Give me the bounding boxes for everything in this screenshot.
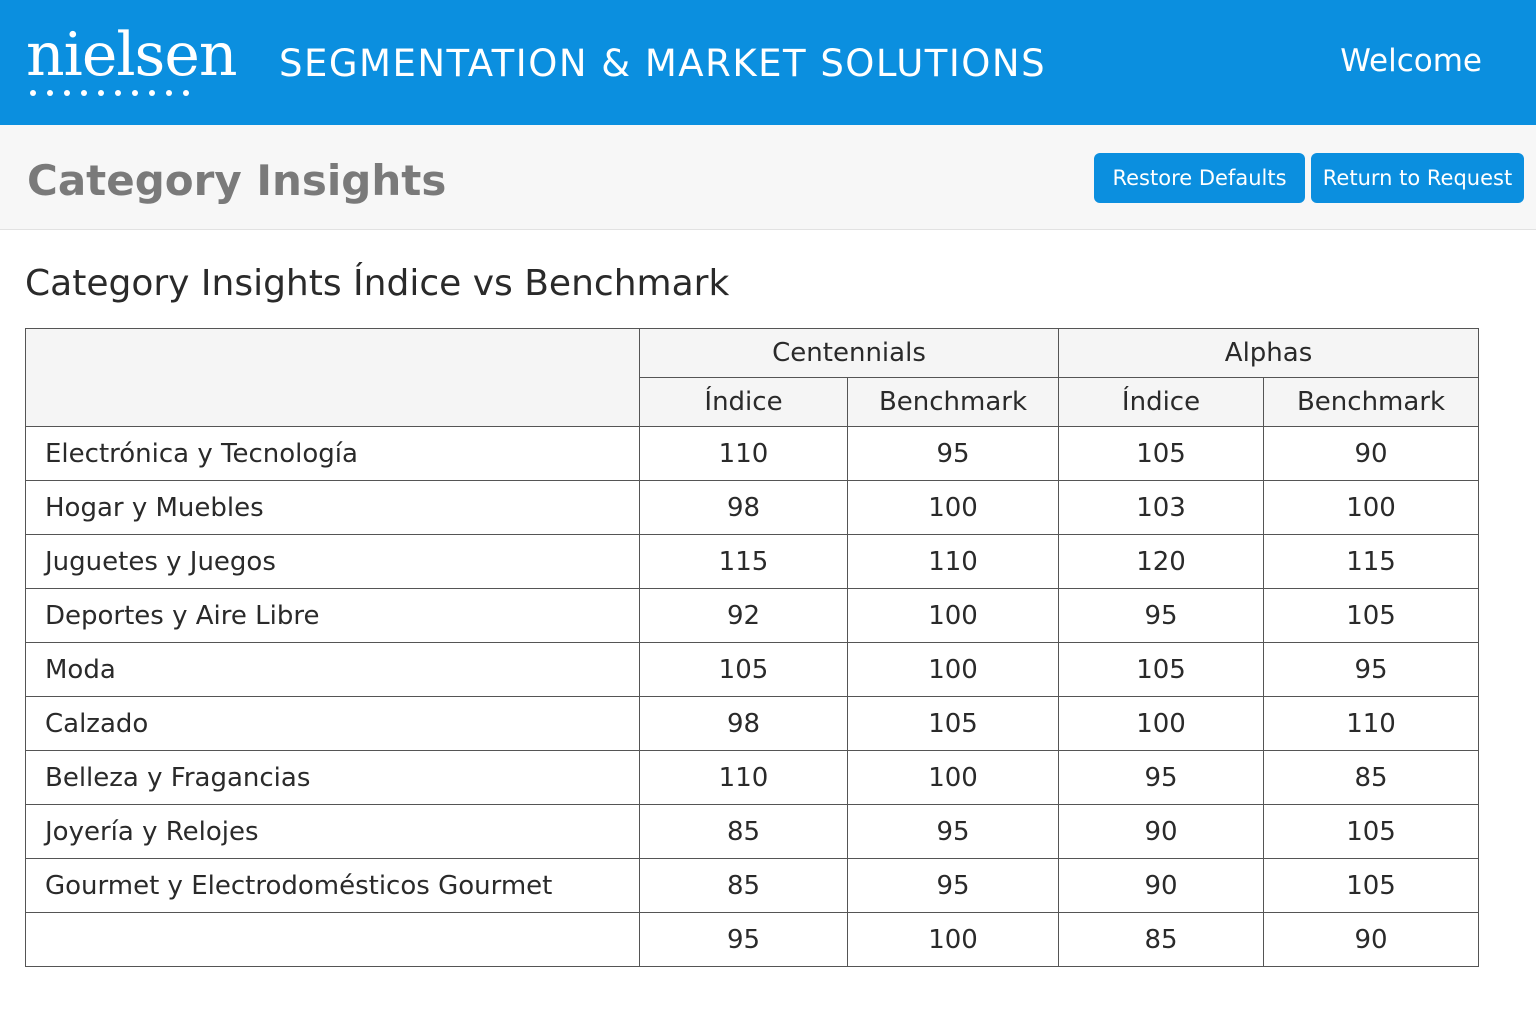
value-cell: 85 [639, 804, 848, 859]
value-cell: 90 [1263, 426, 1480, 481]
value-cell: 98 [639, 696, 848, 751]
category-insights-table: Centennials Alphas Índice Benchmark Índi… [25, 328, 1480, 967]
value-cell: 110 [846, 534, 1060, 589]
value-cell: 90 [1058, 804, 1265, 859]
value-cell: 85 [1058, 912, 1265, 967]
table-row: Calzado 98 105 100 110 [25, 696, 1480, 751]
value-cell: 85 [639, 858, 848, 913]
nielsen-logo[interactable]: nielsen [26, 22, 241, 102]
value-cell: 105 [846, 696, 1060, 751]
category-cell: Deportes y Aire Libre [25, 588, 640, 643]
table-row: Gourmet y Electrodomésticos Gourmet 85 9… [25, 858, 1480, 913]
value-cell: 105 [1263, 588, 1480, 643]
page-toolbar: Category Insights Restore Defaults Retur… [0, 125, 1536, 230]
value-cell: 100 [1058, 696, 1265, 751]
value-cell: 92 [639, 588, 848, 643]
group-header-alphas: Alphas [1058, 328, 1480, 378]
value-cell: 110 [1263, 696, 1480, 751]
app-title: SEGMENTATION & MARKET SOLUTIONS [279, 42, 1047, 85]
value-cell: 100 [1263, 480, 1480, 535]
value-cell: 103 [1058, 480, 1265, 535]
column-header-alphas-indice: Índice [1058, 377, 1265, 427]
group-header-centennials: Centennials [638, 328, 1060, 378]
top-header-bar: nielsen SEGMENTATION & MARKET SOLUTIONS … [0, 0, 1536, 125]
category-cell: Hogar y Muebles [25, 480, 640, 535]
value-cell: 90 [1263, 912, 1480, 967]
value-cell: 100 [846, 642, 1060, 697]
table-row: 95 100 85 90 [25, 912, 1480, 967]
table-row: Joyería y Relojes 85 95 90 105 [25, 804, 1480, 859]
category-cell: Joyería y Relojes [25, 804, 640, 859]
table-subheader-row: Índice Benchmark Índice Benchmark [26, 377, 1480, 427]
value-cell: 105 [1058, 426, 1265, 481]
table-row: Moda 105 100 105 95 [25, 642, 1480, 697]
value-cell: 95 [846, 804, 1060, 859]
category-cell: Moda [25, 642, 640, 697]
value-cell: 115 [1263, 534, 1480, 589]
column-header-centennials-benchmark: Benchmark [846, 377, 1060, 427]
value-cell: 98 [639, 480, 848, 535]
logo-wordmark: nielsen [26, 20, 237, 90]
value-cell: 100 [846, 588, 1060, 643]
table-row: Hogar y Muebles 98 100 103 100 [25, 480, 1480, 535]
section-title: Category Insights Índice vs Benchmark [25, 263, 730, 304]
value-cell: 120 [1058, 534, 1265, 589]
value-cell: 110 [639, 750, 848, 805]
table-group-header-row: Centennials Alphas [25, 328, 1480, 427]
table-row: Juguetes y Juegos 115 110 120 115 [25, 534, 1480, 589]
value-cell: 95 [846, 426, 1060, 481]
value-cell: 95 [846, 858, 1060, 913]
value-cell: 100 [846, 480, 1060, 535]
value-cell: 110 [639, 426, 848, 481]
category-column-header [25, 328, 640, 427]
value-cell: 95 [639, 912, 848, 967]
return-to-request-button[interactable]: Return to Request [1311, 153, 1524, 203]
table-row: Electrónica y Tecnología 110 95 105 90 [25, 426, 1480, 481]
page-title: Category Insights [27, 156, 447, 205]
value-cell: 90 [1058, 858, 1265, 913]
welcome-link[interactable]: Welcome [1340, 43, 1482, 79]
value-cell: 115 [639, 534, 848, 589]
restore-defaults-button[interactable]: Restore Defaults [1094, 153, 1305, 203]
value-cell: 105 [1263, 858, 1480, 913]
value-cell: 105 [1058, 642, 1265, 697]
column-header-centennials-indice: Índice [639, 377, 848, 427]
value-cell: 85 [1263, 750, 1480, 805]
value-cell: 100 [846, 750, 1060, 805]
table-row: Deportes y Aire Libre 92 100 95 105 [25, 588, 1480, 643]
table-row: Belleza y Fragancias 110 100 95 85 [25, 750, 1480, 805]
value-cell: 95 [1263, 642, 1480, 697]
category-cell [25, 912, 640, 967]
category-cell: Belleza y Fragancias [25, 750, 640, 805]
category-cell: Juguetes y Juegos [25, 534, 640, 589]
logo-dots [26, 90, 241, 96]
value-cell: 95 [1058, 750, 1265, 805]
value-cell: 100 [846, 912, 1060, 967]
category-cell: Gourmet y Electrodomésticos Gourmet [25, 858, 640, 913]
value-cell: 105 [1263, 804, 1480, 859]
category-cell: Calzado [25, 696, 640, 751]
value-cell: 95 [1058, 588, 1265, 643]
category-cell: Electrónica y Tecnología [25, 426, 640, 481]
value-cell: 105 [639, 642, 848, 697]
column-header-alphas-benchmark: Benchmark [1263, 377, 1480, 427]
